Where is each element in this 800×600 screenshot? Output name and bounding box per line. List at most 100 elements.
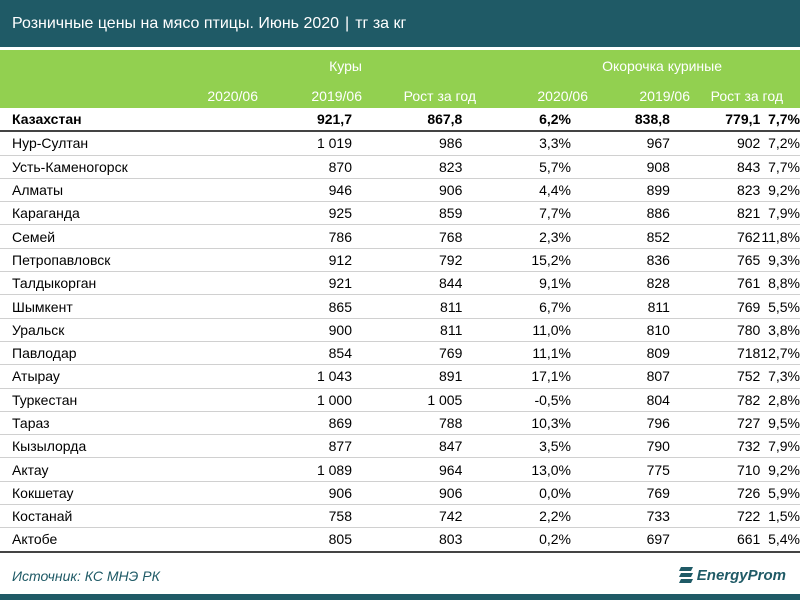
cell-value: 761 (669, 271, 761, 296)
cell-value: 769 (571, 481, 670, 506)
table-row: Кокшетау 906 906 0,0% 769 726 5,9% (0, 481, 800, 506)
cell-value: 7,7% (760, 155, 800, 179)
cell-value: 788 (352, 411, 463, 436)
cell-value: 9,3% (760, 248, 800, 273)
cell-value: 7,7% (462, 201, 572, 226)
cell-value: 828 (571, 271, 670, 296)
cell-value: 921 (251, 271, 352, 296)
cell-value: 803 (352, 527, 463, 553)
table-row: Семей 786 768 2,3% 852 762 11,8% (0, 224, 800, 249)
cell-value: 811 (571, 294, 670, 319)
cell-value: 870 (251, 155, 352, 179)
region-name: Усть-Каменогорск (0, 155, 252, 179)
cell-value: 775 (571, 457, 670, 482)
region-name: Костанай (0, 504, 252, 529)
table-row: Туркестан 1 000 1 005 -0,5% 804 782 2,8% (0, 388, 800, 412)
cell-value: 0,2% (462, 527, 572, 553)
cell-value: 12,7% (760, 341, 800, 366)
cell-value: 710 (669, 457, 761, 482)
table-row: Атырау 1 043 891 17,1% 807 752 7,3% (0, 364, 800, 389)
logo-icon (678, 567, 693, 583)
cell-value: 15,2% (462, 248, 572, 273)
cell-value: 5,5% (760, 294, 800, 319)
cell-value: 3,3% (462, 131, 572, 156)
region-name: Кызылорда (0, 434, 252, 459)
cell-value: 0,0% (462, 481, 572, 506)
cell-value: 1 019 (251, 131, 352, 156)
cell-value: 5,9% (760, 481, 800, 506)
region-name: Петропавловск (0, 248, 252, 273)
table-row: Кызылорда 877 847 3,5% 790 732 7,9% (0, 434, 800, 459)
cell-value: 807 (571, 364, 670, 389)
cell-value: 1 089 (251, 457, 352, 482)
column-header: 2019/06 (311, 88, 362, 104)
region-name: Актобе (0, 527, 252, 553)
region-name: Актау (0, 457, 252, 482)
region-name: Талдыкорган (0, 271, 252, 296)
cell-value: 742 (352, 504, 463, 529)
region-name: Уральск (0, 318, 252, 342)
table-row: Караганда 925 859 7,7% 886 821 7,9% (0, 201, 800, 226)
table-row: Шымкент 865 811 6,7% 811 769 5,5% (0, 294, 800, 319)
cell-value: 11,1% (462, 341, 572, 366)
region-name: Нур-Султан (0, 131, 252, 156)
cell-value: 7,7% (760, 108, 800, 133)
cell-value: 1,5% (760, 504, 800, 529)
cell-value: 891 (352, 364, 463, 389)
cell-value: 732 (669, 434, 761, 459)
cell-value: 854 (251, 341, 352, 366)
column-header: Рост за год (403, 88, 476, 104)
cell-value: 7,9% (760, 434, 800, 459)
cell-value: 836 (571, 248, 670, 273)
region-name: Кокшетау (0, 481, 252, 506)
cell-value: 865 (251, 294, 352, 319)
table-row: Павлодар 854 769 11,1% 809 718 12,7% (0, 341, 800, 366)
title-text: Розничные цены на мясо птицы. Июнь 2020 (12, 15, 340, 32)
region-name: Павлодар (0, 341, 252, 366)
cell-value: 5,4% (760, 527, 800, 553)
price-table: Казахстан 921,7 867,8 6,2% 838,8 779,1 7,7% Нур… (0, 108, 800, 553)
cell-value: 823 (352, 155, 463, 179)
region-name: Семей (0, 224, 252, 249)
cell-value: 906 (352, 178, 463, 203)
cell-value: 925 (251, 201, 352, 226)
cell-value: 906 (352, 481, 463, 506)
cell-value: 1 000 (251, 388, 352, 412)
cell-value: 847 (352, 434, 463, 459)
table-row: Тараз 869 788 10,3% 796 727 9,5% (0, 411, 800, 436)
cell-value: 782 (669, 388, 761, 412)
region-name: Туркестан (0, 388, 252, 412)
cell-value: 811 (352, 294, 463, 319)
cell-value: 17,1% (462, 364, 572, 389)
cell-value: 964 (352, 457, 463, 482)
cell-value: 908 (571, 155, 670, 179)
cell-value: 8,8% (760, 271, 800, 296)
cell-value: 11,0% (462, 318, 572, 342)
cell-value: 811 (352, 318, 463, 342)
cell-value: 900 (251, 318, 352, 342)
cell-value: 821 (669, 201, 761, 226)
cell-value: 9,5% (760, 411, 800, 436)
cell-value: 779,1 (669, 108, 761, 133)
cell-value: 843 (669, 155, 761, 179)
region-name: Тараз (0, 411, 252, 436)
region-name: Казахстан (0, 108, 252, 133)
cell-value: 10,3% (462, 411, 572, 436)
table-row: Алматы 946 906 4,4% 899 823 9,2% (0, 178, 800, 203)
cell-value: 11,8% (760, 224, 800, 249)
cell-value: 4,4% (462, 178, 572, 203)
cell-value: 722 (669, 504, 761, 529)
cell-value: 6,2% (462, 108, 572, 133)
cell-value: 718 (669, 341, 761, 366)
cell-value: 906 (251, 481, 352, 506)
cell-value: 1 005 (352, 388, 463, 412)
cell-value: 762 (669, 224, 761, 249)
cell-value: 758 (251, 504, 352, 529)
column-header: Рост за год (710, 88, 783, 104)
cell-value: -0,5% (462, 388, 572, 412)
cell-value: 769 (352, 341, 463, 366)
table-row: Нур-Султан 1 019 986 3,3% 967 902 7,2% (0, 131, 800, 156)
cell-value: 921,7 (251, 108, 352, 133)
cell-value: 727 (669, 411, 761, 436)
cell-value: 844 (352, 271, 463, 296)
